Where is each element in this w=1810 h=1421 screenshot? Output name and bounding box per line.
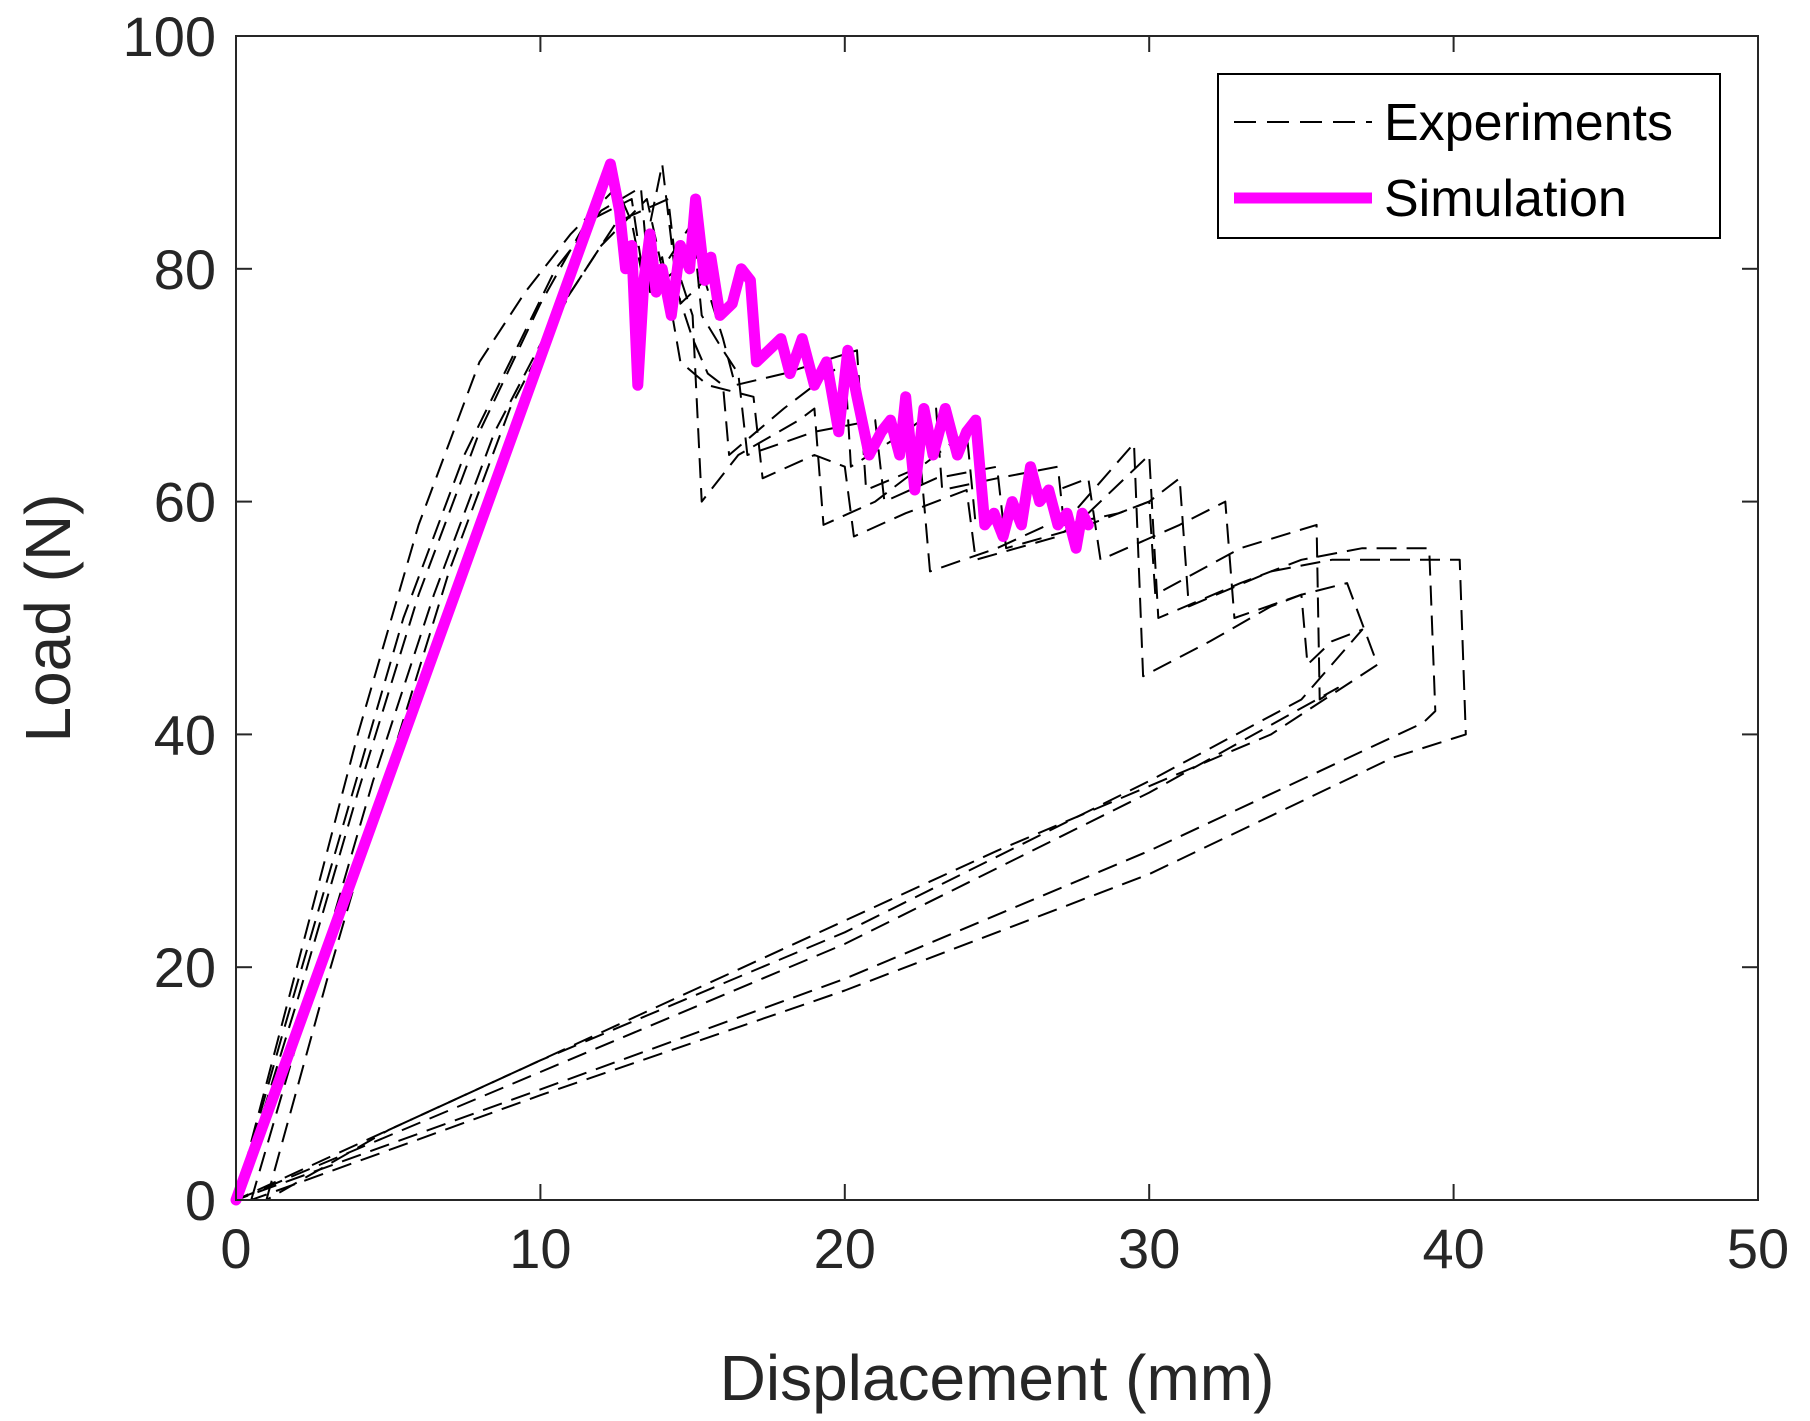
legend-box: [1217, 73, 1721, 239]
x-tick-label: 10: [509, 1217, 571, 1280]
y-tick-label: 100: [123, 5, 216, 68]
y-axis-label: Load (N): [12, 494, 84, 743]
y-tick-label: 0: [185, 1169, 216, 1232]
series-layer: [230, 158, 1467, 1206]
experiment-curve-2: [235, 198, 1437, 1201]
y-tick-label: 40: [154, 703, 216, 766]
y-tick-label: 20: [154, 936, 216, 999]
x-axis-label: Displacement (mm): [720, 1342, 1275, 1414]
simulation-curve: [230, 158, 1094, 1206]
x-tick-label: 50: [1727, 1217, 1789, 1280]
legend-simulation-label: Simulation: [1384, 170, 1627, 228]
x-tick-label: 40: [1422, 1217, 1484, 1280]
x-tick-label: 0: [220, 1217, 251, 1280]
legend-experiments-label: Experiments: [1384, 94, 1673, 152]
y-tick-label: 80: [154, 238, 216, 301]
x-tick-label: 20: [814, 1217, 876, 1280]
experiment-curve-1: [235, 163, 1339, 1201]
plot-frame: [235, 35, 1759, 1201]
experiment-curve-5: [265, 198, 1379, 1201]
experiment-curve-4: [235, 186, 1364, 1201]
legend: Experiments Simulation: [1217, 73, 1721, 239]
ticks-layer: 0 10 20 30 40 50 0 20 40 60 80 100: [123, 5, 1790, 1280]
x-tick-label: 30: [1118, 1217, 1180, 1280]
y-tick-label: 60: [154, 471, 216, 534]
